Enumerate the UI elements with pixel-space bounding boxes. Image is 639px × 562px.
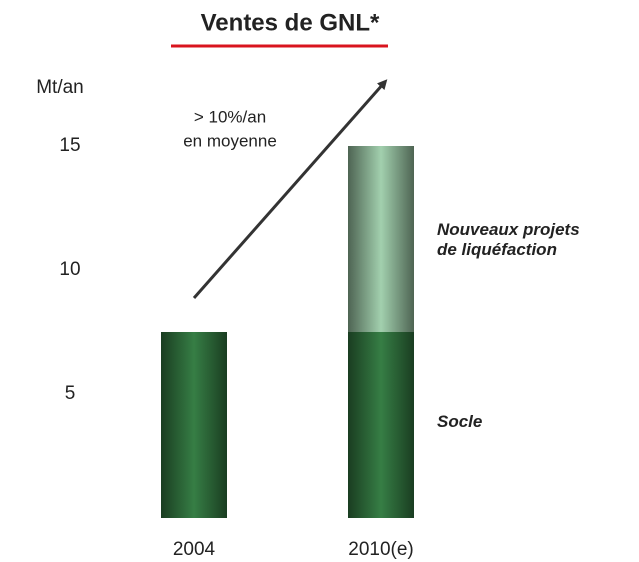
series-label: Socle [437, 412, 483, 431]
bar-segment [348, 332, 414, 518]
growth-arrow [192, 79, 388, 299]
x-tick-label: 2010(e) [348, 539, 414, 560]
annotation: > 10%/an [194, 107, 266, 126]
chart-title: Ventes de GNL* [201, 9, 380, 36]
bar-segment [348, 146, 414, 332]
y-tick-label: 5 [65, 383, 76, 404]
series-label: Nouveaux projets de liquéfaction [437, 220, 580, 259]
bar-segment [161, 332, 227, 518]
y-tick-label: 15 [59, 135, 80, 156]
annotation: en moyenne [183, 131, 277, 150]
y-axis-label: Mt/an [36, 77, 84, 98]
y-tick-label: 10 [59, 259, 80, 280]
x-tick-label: 2004 [173, 539, 216, 560]
